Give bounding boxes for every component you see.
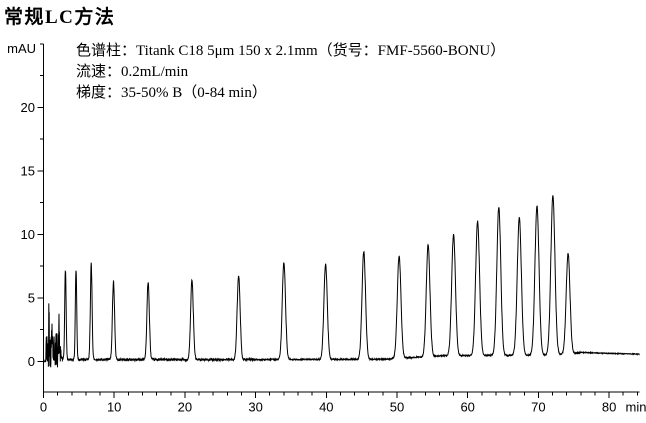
- y-axis-unit-label: mAU: [7, 41, 36, 56]
- x-axis-unit-label: min: [626, 400, 646, 415]
- y-tick-label: 10: [21, 227, 35, 242]
- chromatogram-trace: [43, 195, 640, 368]
- annotation-flow-rate-line: 流速：0.2mL/min: [76, 64, 189, 80]
- y-axis: 0 5 10 15 20 mAU: [7, 41, 44, 369]
- x-axis: 0 10 20 30 40 50 60 70 80 min: [40, 392, 646, 415]
- x-tick-label: 40: [319, 400, 333, 415]
- x-tick-label: 0: [40, 400, 47, 415]
- y-tick-label: 20: [21, 100, 35, 115]
- x-tick-label: 20: [178, 400, 192, 415]
- x-tick-label: 50: [390, 400, 404, 415]
- x-tick-label: 10: [107, 400, 121, 415]
- y-tick-label: 5: [28, 290, 35, 305]
- x-tick-label: 30: [248, 400, 262, 415]
- page-title: 常规LC方法: [4, 7, 116, 28]
- x-tick-label: 60: [460, 400, 474, 415]
- y-tick-label: 15: [21, 163, 35, 178]
- annotation-gradient-line: 梯度：35-50% B（0-84 min）: [76, 85, 267, 101]
- x-tick-label: 70: [531, 400, 545, 415]
- y-tick-label: 0: [28, 354, 35, 369]
- annotation-column-line: 色谱柱：Titank C18 5μm 150 x 2.1mm（货号：FMF-55…: [76, 43, 506, 59]
- x-tick-label: 80: [602, 400, 616, 415]
- method-annotation: 色谱柱：Titank C18 5μm 150 x 2.1mm（货号：FMF-55…: [76, 41, 505, 104]
